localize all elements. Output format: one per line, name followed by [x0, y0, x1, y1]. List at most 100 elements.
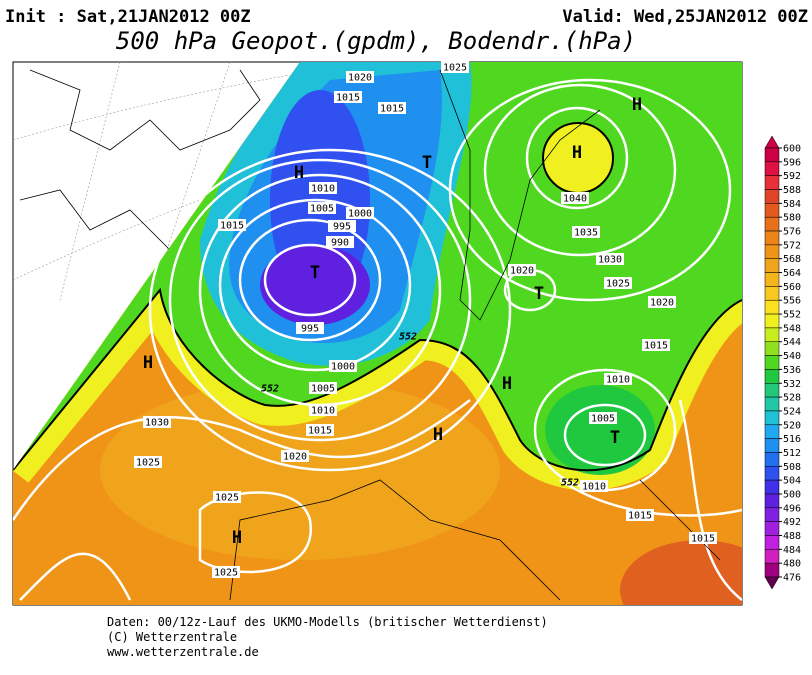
colorbar-label: 600 [783, 144, 801, 155]
colorbar-swatch [764, 507, 780, 522]
colorbar-label: 504 [783, 476, 801, 487]
isobar-label: 1015 [308, 426, 332, 437]
colorbar-swatch [764, 562, 780, 578]
colorbar-label: 544 [783, 337, 801, 348]
isobar-label-box [212, 566, 240, 578]
footer-line: (C) Wetterzentrale [107, 630, 237, 644]
colorbar-label: 572 [783, 240, 801, 251]
pressure-center: H [572, 143, 582, 163]
colorbar-swatch [764, 230, 780, 246]
isobar-label-box [308, 202, 336, 214]
pressure-center: H [433, 425, 443, 445]
isobar-label-box [589, 412, 617, 424]
contour-label: 552 [561, 478, 579, 489]
colorbar-label: 476 [783, 573, 801, 584]
isobar-label: 1010 [582, 482, 606, 493]
colorbar-swatch [764, 355, 780, 370]
isobar-label: 1025 [214, 568, 238, 579]
isobar-label-box [309, 182, 337, 194]
isobar-label: 1005 [591, 414, 615, 425]
colorbar-swatch [764, 438, 780, 453]
isobar-label-box [346, 207, 374, 219]
colorbar-label: 528 [783, 393, 801, 404]
isobar-label-box [604, 277, 632, 289]
isobar-label: 1015 [644, 341, 668, 352]
isobar-label: 1015 [336, 93, 360, 104]
isobar-label-box [508, 264, 536, 276]
isobar-label: 1025 [443, 63, 467, 74]
valid-time: Valid: Wed,25JAN2012 00Z [562, 7, 808, 27]
isobar-label-box [689, 532, 717, 544]
colorbar-swatch [764, 216, 780, 232]
colorbar-swatch [764, 479, 780, 495]
isobar-label-box [572, 226, 600, 238]
colorbar-label: 580 [783, 213, 801, 224]
footer-line: www.wetterzentrale.de [107, 645, 259, 659]
isobar-label: 1015 [628, 511, 652, 522]
isobar-label: 1005 [311, 384, 335, 395]
colorbar-label: 536 [783, 365, 801, 376]
isobar-label: 1025 [215, 493, 239, 504]
isobar-label: 995 [333, 222, 351, 233]
isobar-label: 1025 [136, 458, 160, 469]
colorbar-swatch [764, 175, 780, 190]
colorbar-label: 524 [783, 406, 801, 417]
contour-label: 552 [261, 384, 279, 395]
isobar-label: 1035 [574, 228, 598, 239]
colorbar-swatch [764, 258, 780, 273]
colorbar-swatch [764, 549, 780, 564]
colorbar-label: 488 [783, 531, 801, 542]
pressure-center: T [534, 284, 544, 304]
pressure-center: H [294, 163, 304, 183]
colorbar-swatch [764, 286, 780, 301]
isobar-label-box [309, 382, 337, 394]
isobar-label: 1030 [598, 255, 622, 266]
isobar-label: 995 [301, 324, 319, 335]
colorbar-label: 520 [783, 420, 801, 431]
colorbar-label: 480 [783, 559, 801, 570]
pressure-center: H [632, 95, 642, 115]
isobar-label-box [378, 102, 406, 114]
isobar-label-box [441, 61, 469, 73]
isobar-label: 1015 [220, 221, 244, 232]
pressure-center: T [422, 153, 432, 173]
isobar-label-box [328, 220, 356, 232]
isobar-label: 1030 [145, 418, 169, 429]
colorbar-swatch [764, 466, 780, 481]
colorbar-swatch [764, 424, 780, 439]
colorbar-label: 516 [783, 434, 801, 445]
colorbar-swatch [764, 452, 780, 467]
isobar-label: 1025 [606, 279, 630, 290]
isobar-label: 1020 [348, 73, 372, 84]
isobar-label-box [134, 456, 162, 468]
colorbar-swatch [764, 244, 780, 259]
isobar-label: 1010 [311, 406, 335, 417]
isobar-label: 1010 [606, 375, 630, 386]
isobar-label-box [143, 416, 171, 428]
colorbar-label: 492 [783, 517, 801, 528]
colorbar-label: 576 [783, 227, 801, 238]
colorbar-label: 584 [783, 199, 801, 210]
pressure-center: T [610, 428, 620, 448]
isobar-label-box [604, 373, 632, 385]
colorbar-label: 532 [783, 379, 801, 390]
isobar-label: 990 [331, 238, 349, 249]
colorbar-swatch [764, 410, 780, 426]
isobar-label-box [213, 491, 241, 503]
colorbar-swatch [764, 396, 780, 412]
map-title: 500 hPa Geopot.(gpdm), Bodendr.(hPa) [116, 27, 636, 55]
colorbar-swatch [764, 313, 780, 329]
isobar-label-box [648, 296, 676, 308]
colorbar-swatch [764, 189, 780, 204]
colorbar-swatch [764, 383, 780, 398]
isobar-label: 1005 [310, 204, 334, 215]
init-time: Init : Sat,21JAN2012 00Z [5, 7, 251, 27]
footer: Daten: 00/12z-Lauf des UKMO-Modells (bri… [107, 615, 548, 659]
colorbar-swatch [764, 521, 780, 536]
isobar-label: 1020 [283, 452, 307, 463]
colorbar-swatch [764, 341, 780, 356]
isobar-label-box [218, 219, 246, 231]
colorbar-label: 588 [783, 185, 801, 196]
isobar-label: 1040 [563, 194, 587, 205]
